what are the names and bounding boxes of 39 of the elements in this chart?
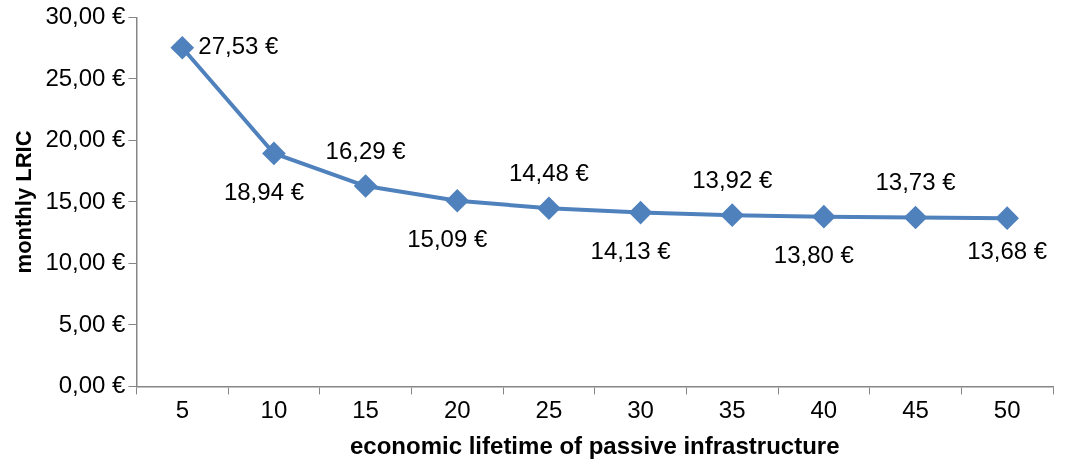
y-tick-label: 30,00 € xyxy=(45,2,127,30)
point xyxy=(537,197,560,220)
y-tick-label: 25,00 € xyxy=(45,63,127,91)
x-axis-title: economic lifetime of passive infrastructure xyxy=(349,432,840,460)
data-label: 27,53 € xyxy=(198,32,280,60)
data-label: 15,09 € xyxy=(407,225,488,253)
data-label: 16,29 € xyxy=(325,136,407,164)
x-tick-label: 25 xyxy=(535,396,563,424)
point xyxy=(812,205,835,228)
x-tick-label: 10 xyxy=(260,396,288,424)
point xyxy=(904,206,927,229)
x-tick-label: 45 xyxy=(902,396,929,424)
x-tick-label: 15 xyxy=(352,396,379,424)
point xyxy=(721,204,744,227)
y-tick-label: 10,00 € xyxy=(45,248,127,276)
point xyxy=(446,189,469,212)
y-tick-label: 0,00 € xyxy=(58,371,127,399)
point xyxy=(171,36,194,59)
x-tick-label: 5 xyxy=(175,396,189,424)
x-tick-label: 40 xyxy=(810,396,838,424)
data-label: 13,92 € xyxy=(692,165,773,193)
data-label: 14,48 € xyxy=(508,158,590,186)
y-tick-label: 20,00 € xyxy=(45,125,127,153)
point xyxy=(629,201,652,224)
data-label: 14,13 € xyxy=(590,237,672,265)
x-tick-label: 50 xyxy=(993,396,1021,424)
y-tick-label: 15,00 € xyxy=(45,186,127,214)
x-tick-label: 20 xyxy=(443,396,471,424)
point xyxy=(262,142,285,165)
y-tick-label: 5,00 € xyxy=(58,309,127,337)
point xyxy=(354,175,377,198)
data-label: 13,68 € xyxy=(967,236,1048,264)
data-label: 13,80 € xyxy=(773,241,855,269)
x-tick-label: 30 xyxy=(627,396,654,424)
x-tick-label: 35 xyxy=(718,396,746,424)
data-label: 18,94 € xyxy=(223,178,305,206)
y-axis-title: monthly LRIC xyxy=(11,130,37,274)
point xyxy=(996,207,1019,230)
data-label: 13,73 € xyxy=(875,168,957,196)
